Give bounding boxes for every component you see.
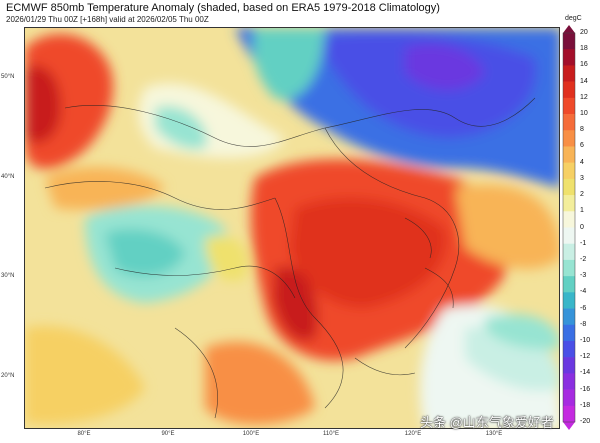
colorbar-tick-label: -6: [580, 304, 587, 312]
colorbar-tick-label: 10: [580, 110, 588, 118]
colorbar-swatch: [563, 276, 575, 293]
colorbar-tick-label: 0: [580, 223, 584, 231]
lon-label-110: 110°E: [323, 431, 339, 437]
colorbar-tick-label: 4: [580, 158, 584, 166]
colorbar-bottom-arrow: [563, 422, 575, 430]
colorbar-swatch: [563, 259, 575, 277]
colorbar-tick-label: 20: [580, 29, 588, 36]
colorbar-swatch: [563, 49, 575, 66]
colorbar-swatch: [563, 340, 575, 358]
colorbar-swatch: [563, 33, 575, 50]
colorbar-tick-label: -10: [580, 336, 591, 344]
colorbar-swatch: [563, 227, 575, 245]
colorbar: [562, 25, 576, 430]
colorbar-tick-label: -2: [580, 255, 587, 263]
colorbar-tick-label: -12: [580, 353, 591, 361]
lon-label-100: 100°E: [242, 431, 260, 437]
colorbar-top-arrow: [563, 25, 575, 33]
colorbar-swatch: [563, 162, 575, 180]
lat-label-40: 40°N: [1, 174, 15, 180]
colorbar-swatch: [563, 81, 575, 99]
lat-label-20: 20°N: [1, 373, 15, 379]
colorbar-swatch: [563, 243, 575, 261]
colorbar-tick-label: -4: [580, 288, 587, 296]
colorbar-tick-label: -20: [580, 418, 591, 425]
colorbar-tick-label: -14: [580, 369, 591, 377]
colorbar-tick-label: 14: [580, 77, 588, 85]
colorbar-swatch: [563, 211, 575, 228]
colorbar-outline: [562, 32, 576, 423]
lat-label-50: 50°N: [1, 74, 15, 80]
colorbar-tick-label: 1: [580, 207, 584, 215]
colorbar-tick-label: -1: [580, 239, 587, 247]
watermark: 头条 @山东气象爱好者: [420, 415, 554, 430]
colorbar-tick-label: 6: [580, 142, 584, 150]
colorbar-tick-label: 3: [580, 174, 584, 182]
colorbar-swatch: [563, 405, 575, 423]
colorbar-tick-label: 18: [580, 45, 588, 53]
colorbar-tick-label: -18: [580, 401, 591, 409]
colorbar-tick-label: -16: [580, 385, 591, 393]
colorbar-swatch: [563, 324, 575, 342]
lon-label-130: 130°E: [485, 431, 503, 437]
colorbar-swatch: [563, 97, 575, 115]
map-title: ECMWF 850mb Temperature Anomaly (shaded,…: [6, 2, 440, 14]
colorbar-swatch: [563, 178, 575, 196]
colorbar-swatch: [563, 130, 575, 147]
colorbar-swatch: [563, 292, 575, 309]
lon-label-80: 80°E: [77, 431, 91, 437]
map-subtitle: 2026/01/29 Thu 00Z [+168h] valid at 2026…: [6, 15, 209, 24]
colorbar-tick-label: 12: [580, 93, 588, 101]
colorbar-tick-label: 8: [580, 126, 584, 134]
lat-label-30: 30°N: [1, 273, 15, 279]
anomaly-map: [24, 27, 560, 429]
colorbar-swatch: [563, 357, 575, 374]
colorbar-swatch: [563, 195, 575, 212]
colorbar-swatch: [563, 308, 575, 326]
anomaly-field: [25, 28, 559, 428]
colorbar-swatch: [563, 373, 575, 390]
colorbar-swatch: [563, 114, 575, 131]
colorbar-swatch: [563, 65, 575, 82]
colorbar-tick-label: 16: [580, 61, 588, 69]
colorbar-unit: degC: [565, 15, 582, 22]
lon-label-120: 120°E: [404, 431, 422, 437]
colorbar-tick-label: 2: [580, 191, 584, 199]
lon-label-90: 90°E: [161, 431, 175, 437]
colorbar-swatch: [563, 146, 575, 163]
colorbar-tick-label: -8: [580, 320, 587, 328]
colorbar-swatch: [563, 389, 575, 407]
colorbar-tick-label: -3: [580, 272, 587, 280]
